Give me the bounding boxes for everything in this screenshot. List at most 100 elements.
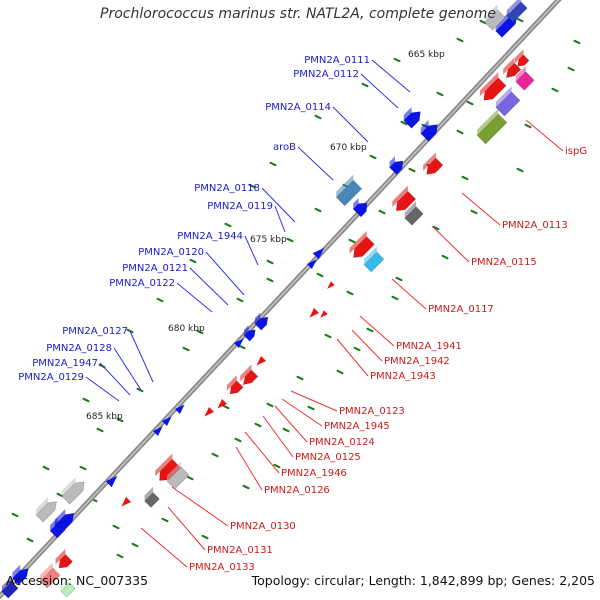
forward-gene-label[interactable]: PMN2A_0127 xyxy=(62,326,128,337)
forward-gene-label[interactable]: PMN2A_0114 xyxy=(265,102,331,113)
gene-forward[interactable] xyxy=(152,424,165,437)
scale-tick xyxy=(79,465,87,471)
gene-reverse[interactable] xyxy=(513,66,537,91)
gene-forward[interactable] xyxy=(0,576,21,599)
gene-reverse[interactable] xyxy=(202,406,215,419)
scale-tick xyxy=(96,427,104,433)
gene-forward[interactable] xyxy=(333,174,364,207)
scale-tick xyxy=(211,452,219,458)
genome-backbone xyxy=(0,0,562,600)
genome-title: Prochlorococcus marinus str. NATL2A, com… xyxy=(100,6,496,22)
gene-forward[interactable] xyxy=(10,563,32,585)
reverse-gene-label[interactable]: PMN2A_0124 xyxy=(309,437,375,448)
forward-gene-label[interactable]: PMN2A_0121 xyxy=(122,263,188,274)
gene-reverse[interactable] xyxy=(420,152,445,177)
reverse-gene-label[interactable]: PMN2A_1943 xyxy=(370,371,436,382)
gene-forward[interactable] xyxy=(161,414,174,427)
reverse-label-leader xyxy=(351,329,383,362)
gene-forward[interactable] xyxy=(387,155,407,175)
gene-reverse[interactable] xyxy=(37,562,62,589)
reverse-gene-label[interactable]: PMN2A_0115 xyxy=(471,257,537,268)
gene-reverse[interactable] xyxy=(224,375,246,397)
gene-reverse[interactable] xyxy=(53,548,76,572)
forward-gene-label[interactable]: PMN2A_0129 xyxy=(18,372,84,383)
gene-forward[interactable] xyxy=(504,0,530,23)
scale-tick xyxy=(466,100,474,106)
gene-reverse[interactable] xyxy=(58,577,78,598)
gene-forward[interactable] xyxy=(493,10,521,38)
reverse-gene-label[interactable]: PMN2A_1945 xyxy=(324,421,390,432)
scale-tick xyxy=(234,437,242,443)
gene-forward[interactable] xyxy=(241,324,258,342)
reverse-gene-label[interactable]: PMN2A_1946 xyxy=(281,468,347,479)
forward-gene-label[interactable]: PMN2A_0111 xyxy=(304,55,370,66)
gene-forward[interactable] xyxy=(233,336,246,349)
scale-tick xyxy=(567,66,575,72)
forward-gene-label[interactable]: PMN2A_0112 xyxy=(293,69,359,80)
gene-reverse[interactable] xyxy=(237,364,260,388)
gene-reverse[interactable] xyxy=(347,230,377,261)
scale-tick xyxy=(348,238,356,244)
reverse-gene-label[interactable]: PMN2A_0123 xyxy=(339,406,405,417)
gene-reverse[interactable] xyxy=(215,398,228,411)
forward-gene-label[interactable]: PMN2A_0119 xyxy=(207,201,273,212)
gene-forward[interactable] xyxy=(312,245,327,260)
reverse-gene-label[interactable]: PMN2A_1942 xyxy=(384,356,450,367)
forward-gene-label[interactable]: PMN2A_0122 xyxy=(109,278,175,289)
reverse-gene-label[interactable]: ispG xyxy=(565,146,587,157)
reverse-gene-label[interactable]: PMN2A_0113 xyxy=(502,220,568,231)
gene-forward[interactable] xyxy=(418,118,441,142)
gene-reverse[interactable] xyxy=(390,185,419,215)
gene-reverse[interactable] xyxy=(307,307,320,320)
scale-tick xyxy=(201,534,209,540)
reverse-gene-label[interactable]: PMN2A_0125 xyxy=(295,452,361,463)
scale-tick xyxy=(393,57,401,63)
gene-reverse[interactable] xyxy=(119,496,132,509)
gene-reverse[interactable] xyxy=(500,57,523,81)
scale-tick xyxy=(282,427,290,433)
scale-tick xyxy=(136,387,144,393)
forward-gene-label[interactable]: PMN2A_0118 xyxy=(194,183,260,194)
gene-forward[interactable] xyxy=(401,105,424,129)
scale-tick xyxy=(248,183,256,189)
forward-gene-label[interactable]: PMN2A_0128 xyxy=(46,343,112,354)
gene-reverse[interactable] xyxy=(474,108,509,145)
gene-forward[interactable] xyxy=(252,311,271,331)
gene-forward[interactable] xyxy=(59,475,88,505)
gene-reverse[interactable] xyxy=(254,355,267,368)
scale-tick xyxy=(56,492,64,498)
reverse-gene-label[interactable]: PMN2A_0117 xyxy=(428,304,494,315)
reverse-gene-label[interactable]: PMN2A_0131 xyxy=(207,545,273,556)
gene-forward[interactable] xyxy=(33,495,60,523)
gene-forward[interactable] xyxy=(306,257,319,270)
reverse-gene-label[interactable]: PMN2A_0133 xyxy=(189,562,255,573)
reverse-label-leader xyxy=(431,225,470,263)
forward-gene-label[interactable]: PMN2A_1947 xyxy=(32,358,98,369)
gene-reverse[interactable] xyxy=(318,310,328,320)
reverse-gene-label[interactable]: PMN2A_0130 xyxy=(230,521,296,532)
reverse-gene-label[interactable]: PMN2A_1941 xyxy=(396,341,462,352)
gene-reverse[interactable] xyxy=(361,246,386,273)
gene-forward[interactable] xyxy=(105,473,120,488)
gene-reverse[interactable] xyxy=(512,49,532,69)
forward-gene-label[interactable]: PMN2A_1944 xyxy=(177,231,243,242)
gene-forward[interactable] xyxy=(174,402,187,415)
gene-reverse[interactable] xyxy=(477,72,509,104)
gene-reverse[interactable] xyxy=(493,86,523,117)
gene-reverse[interactable] xyxy=(325,281,335,291)
scale-label: 685 kbp xyxy=(86,412,123,422)
reverse-gene-label[interactable]: PMN2A_0126 xyxy=(264,485,330,496)
scale-tick xyxy=(286,237,294,243)
gene-forward[interactable] xyxy=(482,4,508,31)
scale-tick xyxy=(269,161,277,167)
forward-label-leader xyxy=(129,330,154,383)
gene-reverse[interactable] xyxy=(142,486,163,508)
reverse-label-leader xyxy=(274,405,308,443)
gene-forward[interactable] xyxy=(350,196,371,218)
gene-forward[interactable] xyxy=(47,515,70,539)
gene-reverse[interactable] xyxy=(402,201,426,226)
scale-tick xyxy=(461,175,469,181)
forward-gene-label[interactable]: PMN2A_0120 xyxy=(138,247,204,258)
forward-gene-label[interactable]: aroB xyxy=(273,142,296,153)
